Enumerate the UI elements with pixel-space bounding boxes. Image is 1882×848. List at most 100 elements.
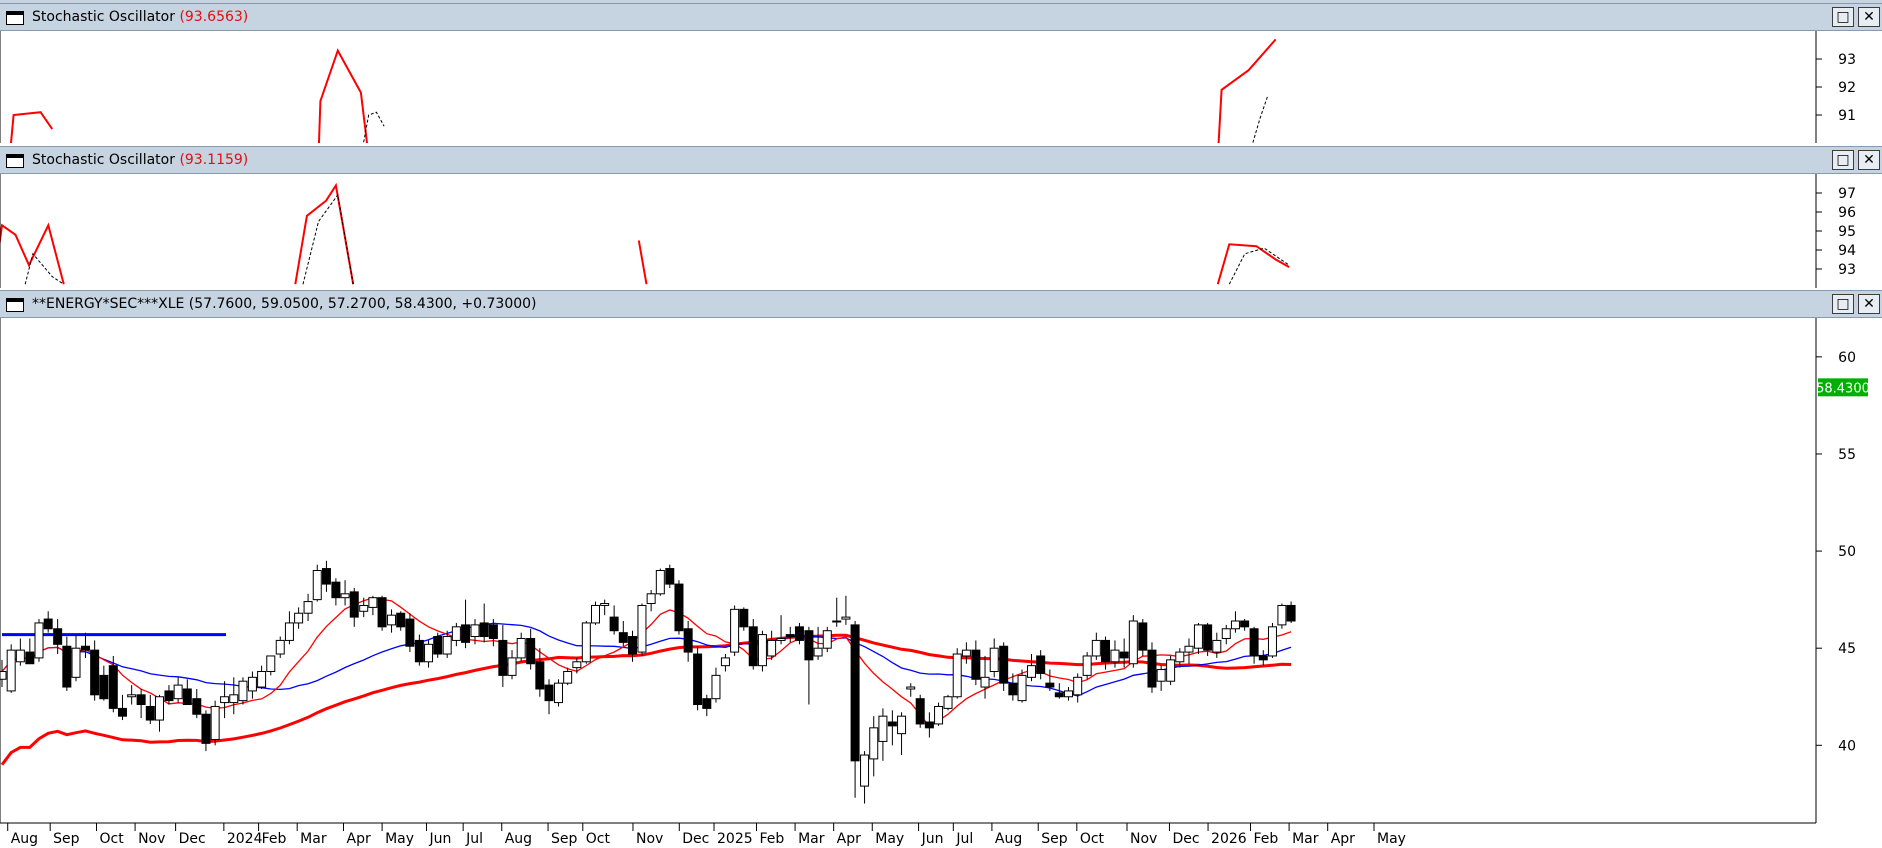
x-tick-label: Jul: [955, 831, 973, 847]
pane-title-text: Stochastic Oscillator: [32, 9, 175, 25]
candle-down: [1008, 682, 1018, 696]
candle-down: [683, 628, 693, 653]
x-tick-label: Aug: [505, 831, 532, 847]
x-tick-label: Feb: [1254, 831, 1279, 847]
candle-down: [1240, 620, 1250, 628]
candle-down: [748, 626, 758, 667]
candle-up: [15, 649, 25, 663]
x-tick-label: Apr: [837, 831, 861, 847]
candle-down: [1045, 682, 1055, 688]
y-tick-label: 45: [1838, 641, 1856, 657]
maximize-button[interactable]: □: [1832, 7, 1854, 27]
x-tick-label: May: [875, 831, 904, 847]
moving-average-long-line: [0, 633, 1292, 766]
candle-down: [201, 713, 211, 744]
x-tick-label: Nov: [138, 831, 165, 847]
candle-up: [1073, 676, 1083, 696]
stochastic-pane-2-title-bar[interactable]: Stochastic Oscillator (93.1159) □ ✕: [0, 146, 1882, 174]
candle-up: [34, 622, 44, 659]
candle-up: [1026, 665, 1036, 678]
candle-up: [943, 696, 953, 709]
close-button[interactable]: ✕: [1858, 294, 1880, 314]
maximize-button[interactable]: □: [1832, 150, 1854, 170]
candle-up: [1267, 626, 1277, 657]
stochastic-oscillator-chart-2[interactable]: 93 94 95 96 97: [0, 174, 1882, 288]
stochastic-k-line: [1217, 38, 1277, 143]
candle-down: [665, 568, 675, 585]
price-pane-title-bar[interactable]: **ENERGY*SEC***XLE (57.7600, 59.0500, 57…: [0, 290, 1882, 318]
candle-down: [461, 624, 471, 643]
y-tick-label: 93: [1838, 262, 1856, 278]
candle-up: [451, 626, 461, 641]
candle-up: [0, 671, 7, 680]
x-tick-label: Feb: [759, 831, 784, 847]
candle-up: [906, 686, 916, 690]
y-tick-label: 95: [1838, 224, 1856, 240]
stochastic-plot-1: [9, 38, 1277, 143]
stochastic-d-line: [24, 252, 65, 285]
x-tick-label: Dec: [179, 831, 206, 847]
candle-up: [767, 639, 777, 657]
candle-down: [526, 637, 536, 665]
x-tick-label: Sep: [551, 831, 578, 847]
candle-up: [220, 696, 230, 704]
candle-up: [581, 622, 591, 663]
candle-up: [1175, 651, 1185, 663]
candle-up: [869, 727, 879, 760]
candle-up: [6, 649, 16, 692]
candle-up: [961, 649, 971, 657]
maximize-button[interactable]: □: [1832, 294, 1854, 314]
candle-down: [887, 721, 897, 727]
price-plot: [0, 560, 1296, 804]
candle-up: [210, 705, 220, 740]
close-button[interactable]: ✕: [1858, 7, 1880, 27]
stochastic-k-line: [317, 48, 369, 143]
candle-down: [349, 591, 359, 618]
candle-down: [414, 639, 424, 663]
candle-down: [1249, 628, 1259, 657]
candle-up: [312, 570, 322, 601]
x-tick-label: Dec: [1172, 831, 1199, 847]
candle-up: [1156, 669, 1166, 682]
candle-down: [794, 626, 804, 641]
x-tick-label: Feb: [262, 831, 287, 847]
close-button[interactable]: ✕: [1858, 150, 1880, 170]
candle-up: [1091, 639, 1101, 657]
top-toolbar-strip: [0, 0, 1882, 3]
candle-down: [43, 618, 53, 630]
stochastic-pane-1-title-bar[interactable]: Stochastic Oscillator (93.6563) □ ✕: [0, 3, 1882, 31]
y-tick-label: 94: [1838, 243, 1856, 259]
candle-up: [757, 634, 767, 667]
candle-up: [553, 682, 563, 704]
stochastic-d-line: [1228, 247, 1290, 285]
candle-up: [1230, 620, 1240, 630]
candle-down: [62, 645, 72, 688]
candle-down: [804, 630, 814, 661]
y-tick-label: 93: [1838, 52, 1856, 68]
x-tick-label: Jun: [428, 831, 451, 847]
candle-down: [1147, 649, 1157, 688]
candle-up: [1277, 604, 1287, 626]
candle-down: [321, 568, 331, 585]
candle-up: [442, 636, 452, 655]
candle-down: [535, 661, 545, 690]
candle-down: [1054, 692, 1064, 698]
pane-title-text: Stochastic Oscillator: [32, 152, 175, 168]
candle-down: [785, 634, 795, 638]
candle-up: [284, 622, 294, 641]
candle-up: [841, 616, 851, 620]
candle-up: [507, 657, 517, 676]
candle-down: [1138, 622, 1148, 651]
candle-up: [989, 647, 999, 673]
candle-up: [730, 608, 740, 653]
candle-down: [1286, 604, 1296, 622]
candle-down: [488, 624, 498, 639]
candle-up: [832, 620, 842, 623]
stochastic-k-line: [1216, 243, 1290, 285]
candle-down: [693, 653, 703, 706]
stochastic-d-line: [1252, 95, 1269, 143]
candle-down: [739, 608, 749, 628]
stochastic-oscillator-chart-1[interactable]: 91 92 93: [0, 31, 1882, 143]
x-tick-label: Dec: [682, 831, 709, 847]
